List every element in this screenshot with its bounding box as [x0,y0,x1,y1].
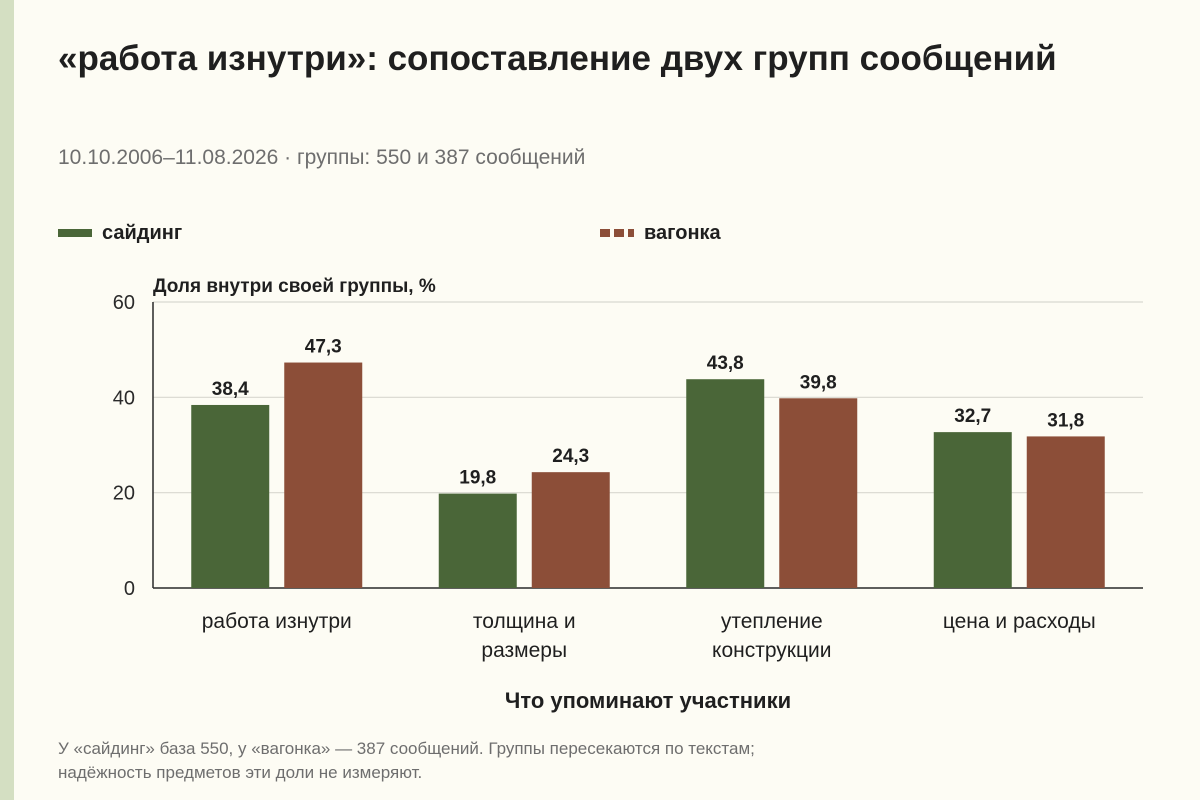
bar-value-label-saiding: 38,4 [212,379,249,400]
bar-value-label-vagonka: 24,3 [552,446,589,467]
footnote: У «сайдинг» база 550, у «вагонка» — 387 … [58,737,1178,785]
y-tick-label: 40 [113,387,135,409]
legend-swatch-saiding [58,229,92,237]
legend-label-saiding: сайдинг [102,221,183,244]
legend-label-vagonka: вагонка [644,221,721,244]
bar-saiding [933,432,1012,588]
bar-value-label-saiding: 43,8 [707,353,744,374]
y-tick-label: 60 [113,292,135,314]
bar-saiding [438,493,517,588]
x-category-label: конструкции [712,639,831,662]
x-axis-title: Что упоминают участники [505,688,791,713]
bar-vagonka [779,398,858,588]
bar-saiding [191,404,270,588]
bar-value-label-vagonka: 31,8 [1047,410,1084,431]
y-tick-label: 0 [124,578,135,600]
bar-vagonka [1026,436,1105,588]
x-category-label: утепление [721,610,823,633]
legend-swatch-vagonka [600,229,634,237]
bar-vagonka [284,362,363,588]
x-category-label: толщина и [473,610,576,633]
footnote-line-2: надёжность предметов эти доли не измеряю… [58,763,423,782]
bar-value-label-vagonka: 39,8 [800,372,837,393]
y-axis-title: Доля внутри своей группы, % [153,276,436,297]
bar-value-label-saiding: 19,8 [459,468,496,489]
page-subtitle: 10.10.2006–11.08.2026 · группы: 550 и 38… [58,146,586,169]
legend-item-vagonka: вагонка [600,220,721,246]
bar-value-label-vagonka: 47,3 [305,337,342,358]
bar-vagonka [531,472,610,588]
x-category-label: цена и расходы [943,610,1096,633]
bar-value-label-saiding: 32,7 [954,406,991,427]
bar-saiding [686,379,765,588]
legend-item-saiding: сайдинг [58,220,182,246]
page-title: «работа изнутри»: сопоставление двух гру… [58,39,1057,78]
left-accent-bar [0,0,14,800]
y-tick-label: 20 [113,483,135,505]
x-category-label: размеры [481,639,567,662]
x-category-label: работа изнутри [202,610,352,633]
footnote-line-1: У «сайдинг» база 550, у «вагонка» — 387 … [58,739,755,758]
